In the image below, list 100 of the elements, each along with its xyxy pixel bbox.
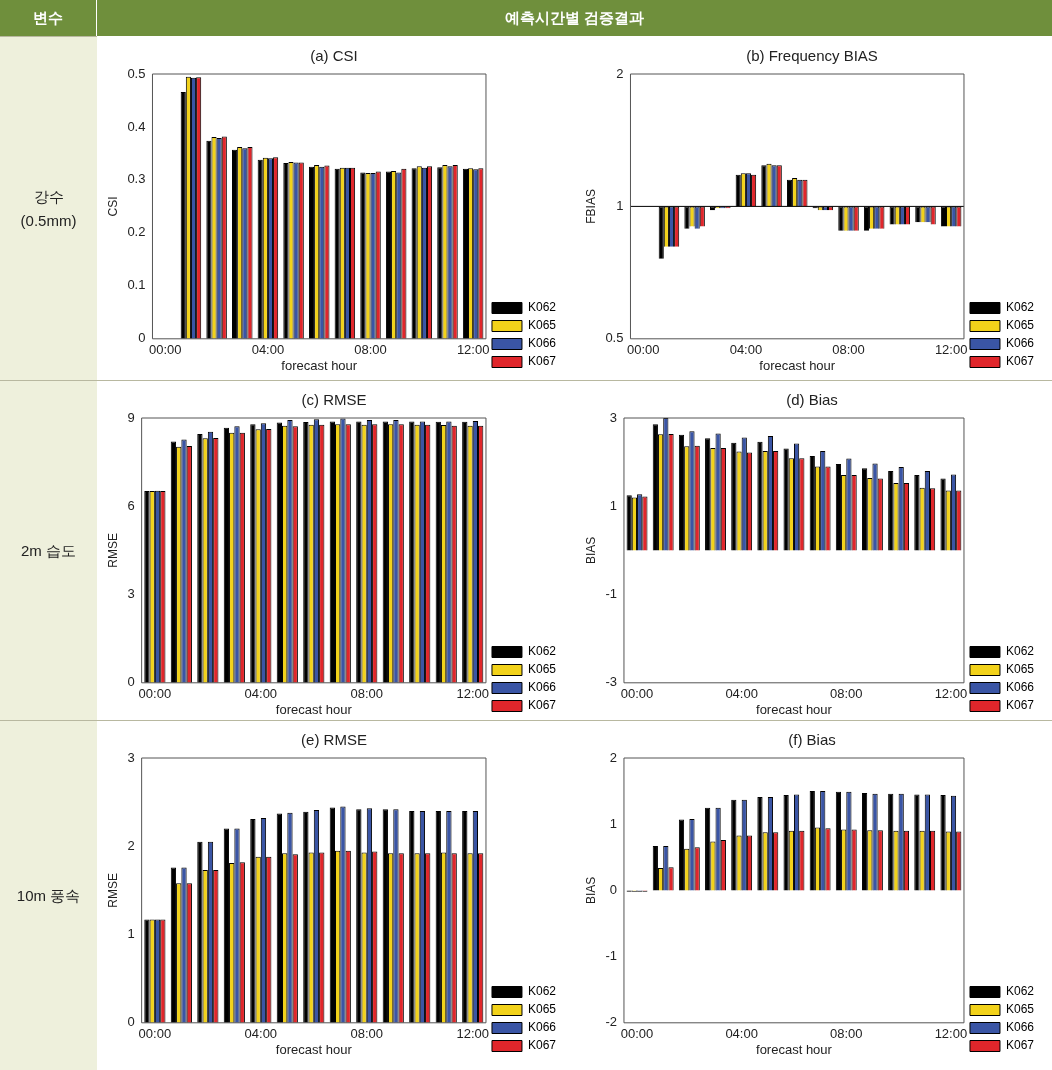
bar bbox=[409, 810, 415, 1023]
x-tick-label: 12:00 bbox=[934, 342, 968, 358]
y-tick-label: 2 bbox=[609, 749, 617, 765]
y-tick-label: 0.5 bbox=[127, 65, 146, 81]
chart-title: (d) Bias bbox=[786, 391, 838, 409]
bar bbox=[914, 474, 920, 551]
y-tick-label: -1 bbox=[605, 586, 617, 602]
y-axis-title: BIAS bbox=[583, 536, 598, 565]
x-tick-label: 00:00 bbox=[138, 686, 172, 702]
bar bbox=[144, 919, 150, 1023]
bar bbox=[206, 140, 212, 339]
x-tick-label: 08:00 bbox=[354, 342, 387, 358]
x-tick-label: 08:00 bbox=[350, 1026, 384, 1042]
legend-label: K065 bbox=[527, 318, 557, 333]
y-tick-label: 0 bbox=[609, 881, 617, 897]
x-tick-label: 12:00 bbox=[934, 1026, 968, 1042]
legend-label: K066 bbox=[527, 336, 557, 351]
legend-label: K066 bbox=[1005, 1020, 1035, 1035]
chart-title: (f) Bias bbox=[788, 731, 836, 749]
legend-label: K062 bbox=[1005, 984, 1035, 999]
x-axis-title: forecast hour bbox=[275, 701, 353, 717]
bar bbox=[705, 807, 711, 891]
bar bbox=[334, 168, 340, 339]
bar bbox=[678, 434, 685, 551]
bar bbox=[250, 424, 256, 683]
y-axis-title: FBIAS bbox=[583, 189, 598, 224]
x-tick-label: 04:00 bbox=[729, 342, 763, 358]
legend-label: K062 bbox=[1005, 300, 1035, 315]
y-tick-label: 0 bbox=[127, 1014, 135, 1030]
x-tick-label: 04:00 bbox=[244, 1026, 278, 1042]
y-tick-label: 0.4 bbox=[127, 118, 146, 134]
chart-title: (b) Frequency BIAS bbox=[746, 47, 878, 65]
y-tick-label: 2 bbox=[127, 837, 135, 853]
x-tick-label: 08:00 bbox=[830, 1026, 863, 1042]
y-tick-label: -1 bbox=[605, 948, 617, 964]
x-tick-label: 00:00 bbox=[620, 1026, 654, 1042]
bar bbox=[731, 799, 737, 891]
y-tick-label: 0.2 bbox=[127, 224, 146, 240]
x-tick-label: 04:00 bbox=[251, 342, 285, 358]
y-tick-label: 0.1 bbox=[127, 277, 146, 293]
bar bbox=[144, 490, 150, 683]
legend-label: K067 bbox=[1005, 1038, 1035, 1053]
x-tick-label: 08:00 bbox=[832, 342, 865, 358]
bar bbox=[303, 422, 309, 683]
x-tick-label: 12:00 bbox=[456, 686, 489, 702]
y-tick-label: 2 bbox=[616, 65, 624, 81]
legend-label: K065 bbox=[1005, 318, 1035, 333]
bar bbox=[170, 441, 177, 683]
x-tick-label: 00:00 bbox=[620, 686, 654, 702]
text: 강수 (0.5mm) bbox=[0, 36, 97, 380]
y-tick-label: 6 bbox=[127, 497, 135, 513]
bar bbox=[283, 162, 289, 339]
bar bbox=[197, 433, 203, 683]
y-tick-label: 0.3 bbox=[127, 171, 146, 187]
bar bbox=[250, 818, 256, 1023]
bar bbox=[276, 422, 283, 683]
text: 2m 습도 bbox=[0, 380, 97, 720]
legend-label: K067 bbox=[527, 1038, 557, 1053]
bar bbox=[170, 867, 177, 1023]
legend-label: K066 bbox=[1005, 336, 1035, 351]
legend-label: K065 bbox=[527, 1002, 557, 1017]
y-tick-label: 3 bbox=[609, 409, 617, 425]
y-tick-label: 1 bbox=[609, 815, 617, 831]
bar bbox=[835, 791, 842, 891]
legend-label: K067 bbox=[527, 354, 557, 369]
legend-label: K066 bbox=[527, 680, 557, 695]
bar bbox=[308, 166, 315, 339]
y-tick-label: 3 bbox=[127, 586, 135, 602]
x-tick-label: 04:00 bbox=[244, 686, 278, 702]
bar bbox=[462, 421, 468, 683]
bar bbox=[356, 421, 362, 683]
bar bbox=[276, 813, 283, 1023]
x-axis-title: forecast hour bbox=[756, 701, 833, 717]
y-tick-label: 9 bbox=[127, 409, 135, 425]
bar bbox=[303, 811, 309, 1023]
legend-label: K062 bbox=[527, 300, 557, 315]
bar bbox=[757, 797, 763, 891]
x-axis-title: forecast hour bbox=[759, 357, 836, 373]
legend-label: K067 bbox=[1005, 354, 1035, 369]
y-tick-label: 1 bbox=[609, 497, 617, 513]
x-axis-title: forecast hour bbox=[756, 1041, 833, 1057]
y-axis-title: RMSE bbox=[105, 873, 120, 908]
legend-label: K067 bbox=[1005, 698, 1035, 713]
legend-label: K062 bbox=[527, 984, 557, 999]
chart-title: (e) RMSE bbox=[301, 731, 367, 749]
x-axis-title: forecast hour bbox=[281, 357, 358, 373]
x-tick-label: 04:00 bbox=[725, 1026, 758, 1042]
bar bbox=[678, 819, 685, 891]
legend-label: K065 bbox=[527, 662, 557, 677]
bar bbox=[223, 427, 230, 683]
legend-label: K065 bbox=[1005, 662, 1035, 677]
bar bbox=[356, 809, 362, 1023]
legend-label: K066 bbox=[527, 1020, 557, 1035]
text: 10m 풍속 bbox=[0, 720, 97, 1070]
x-tick-label: 12:00 bbox=[456, 342, 490, 358]
y-axis-title: BIAS bbox=[583, 876, 598, 905]
bar bbox=[783, 795, 789, 891]
legend-label: K065 bbox=[1005, 1002, 1035, 1017]
bar bbox=[835, 463, 842, 551]
bar bbox=[385, 171, 392, 339]
